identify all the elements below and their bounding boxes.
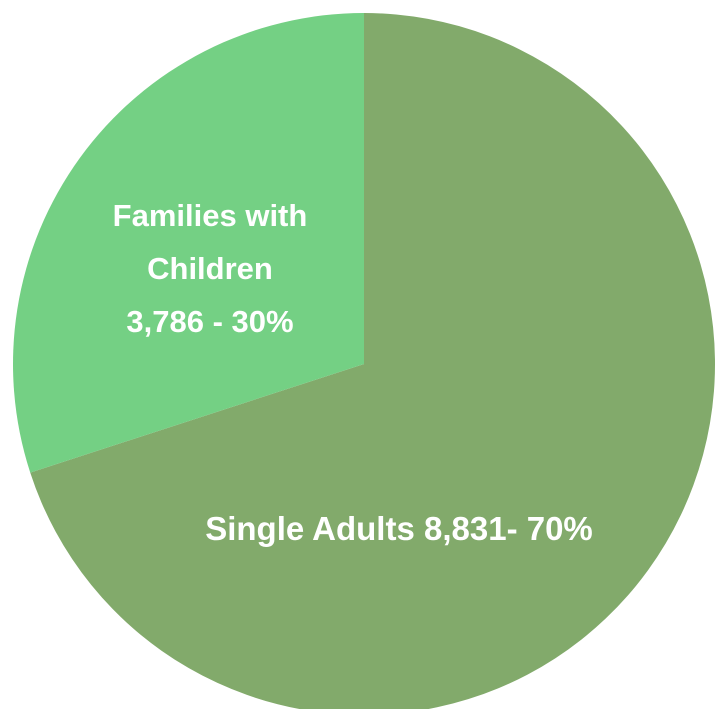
pie-labels: Single Adults 8,831- 70% Families with Chi… xyxy=(113,198,593,547)
pie-slices xyxy=(13,13,715,709)
pie-slice-single-adults xyxy=(30,13,715,709)
data-label-line: Single Adults 8,831- 70% xyxy=(205,510,593,547)
data-label-line: 3,786 - 30% xyxy=(126,304,293,339)
pie-slice-families-with-children xyxy=(13,13,365,473)
data-label-line: Children xyxy=(147,251,273,286)
data-label-single-adults: Single Adults 8,831- 70% xyxy=(205,510,593,547)
data-label-families-with-children: Families with Children 3,786 - 30% xyxy=(113,198,308,339)
data-label-line: Families with xyxy=(113,198,308,233)
